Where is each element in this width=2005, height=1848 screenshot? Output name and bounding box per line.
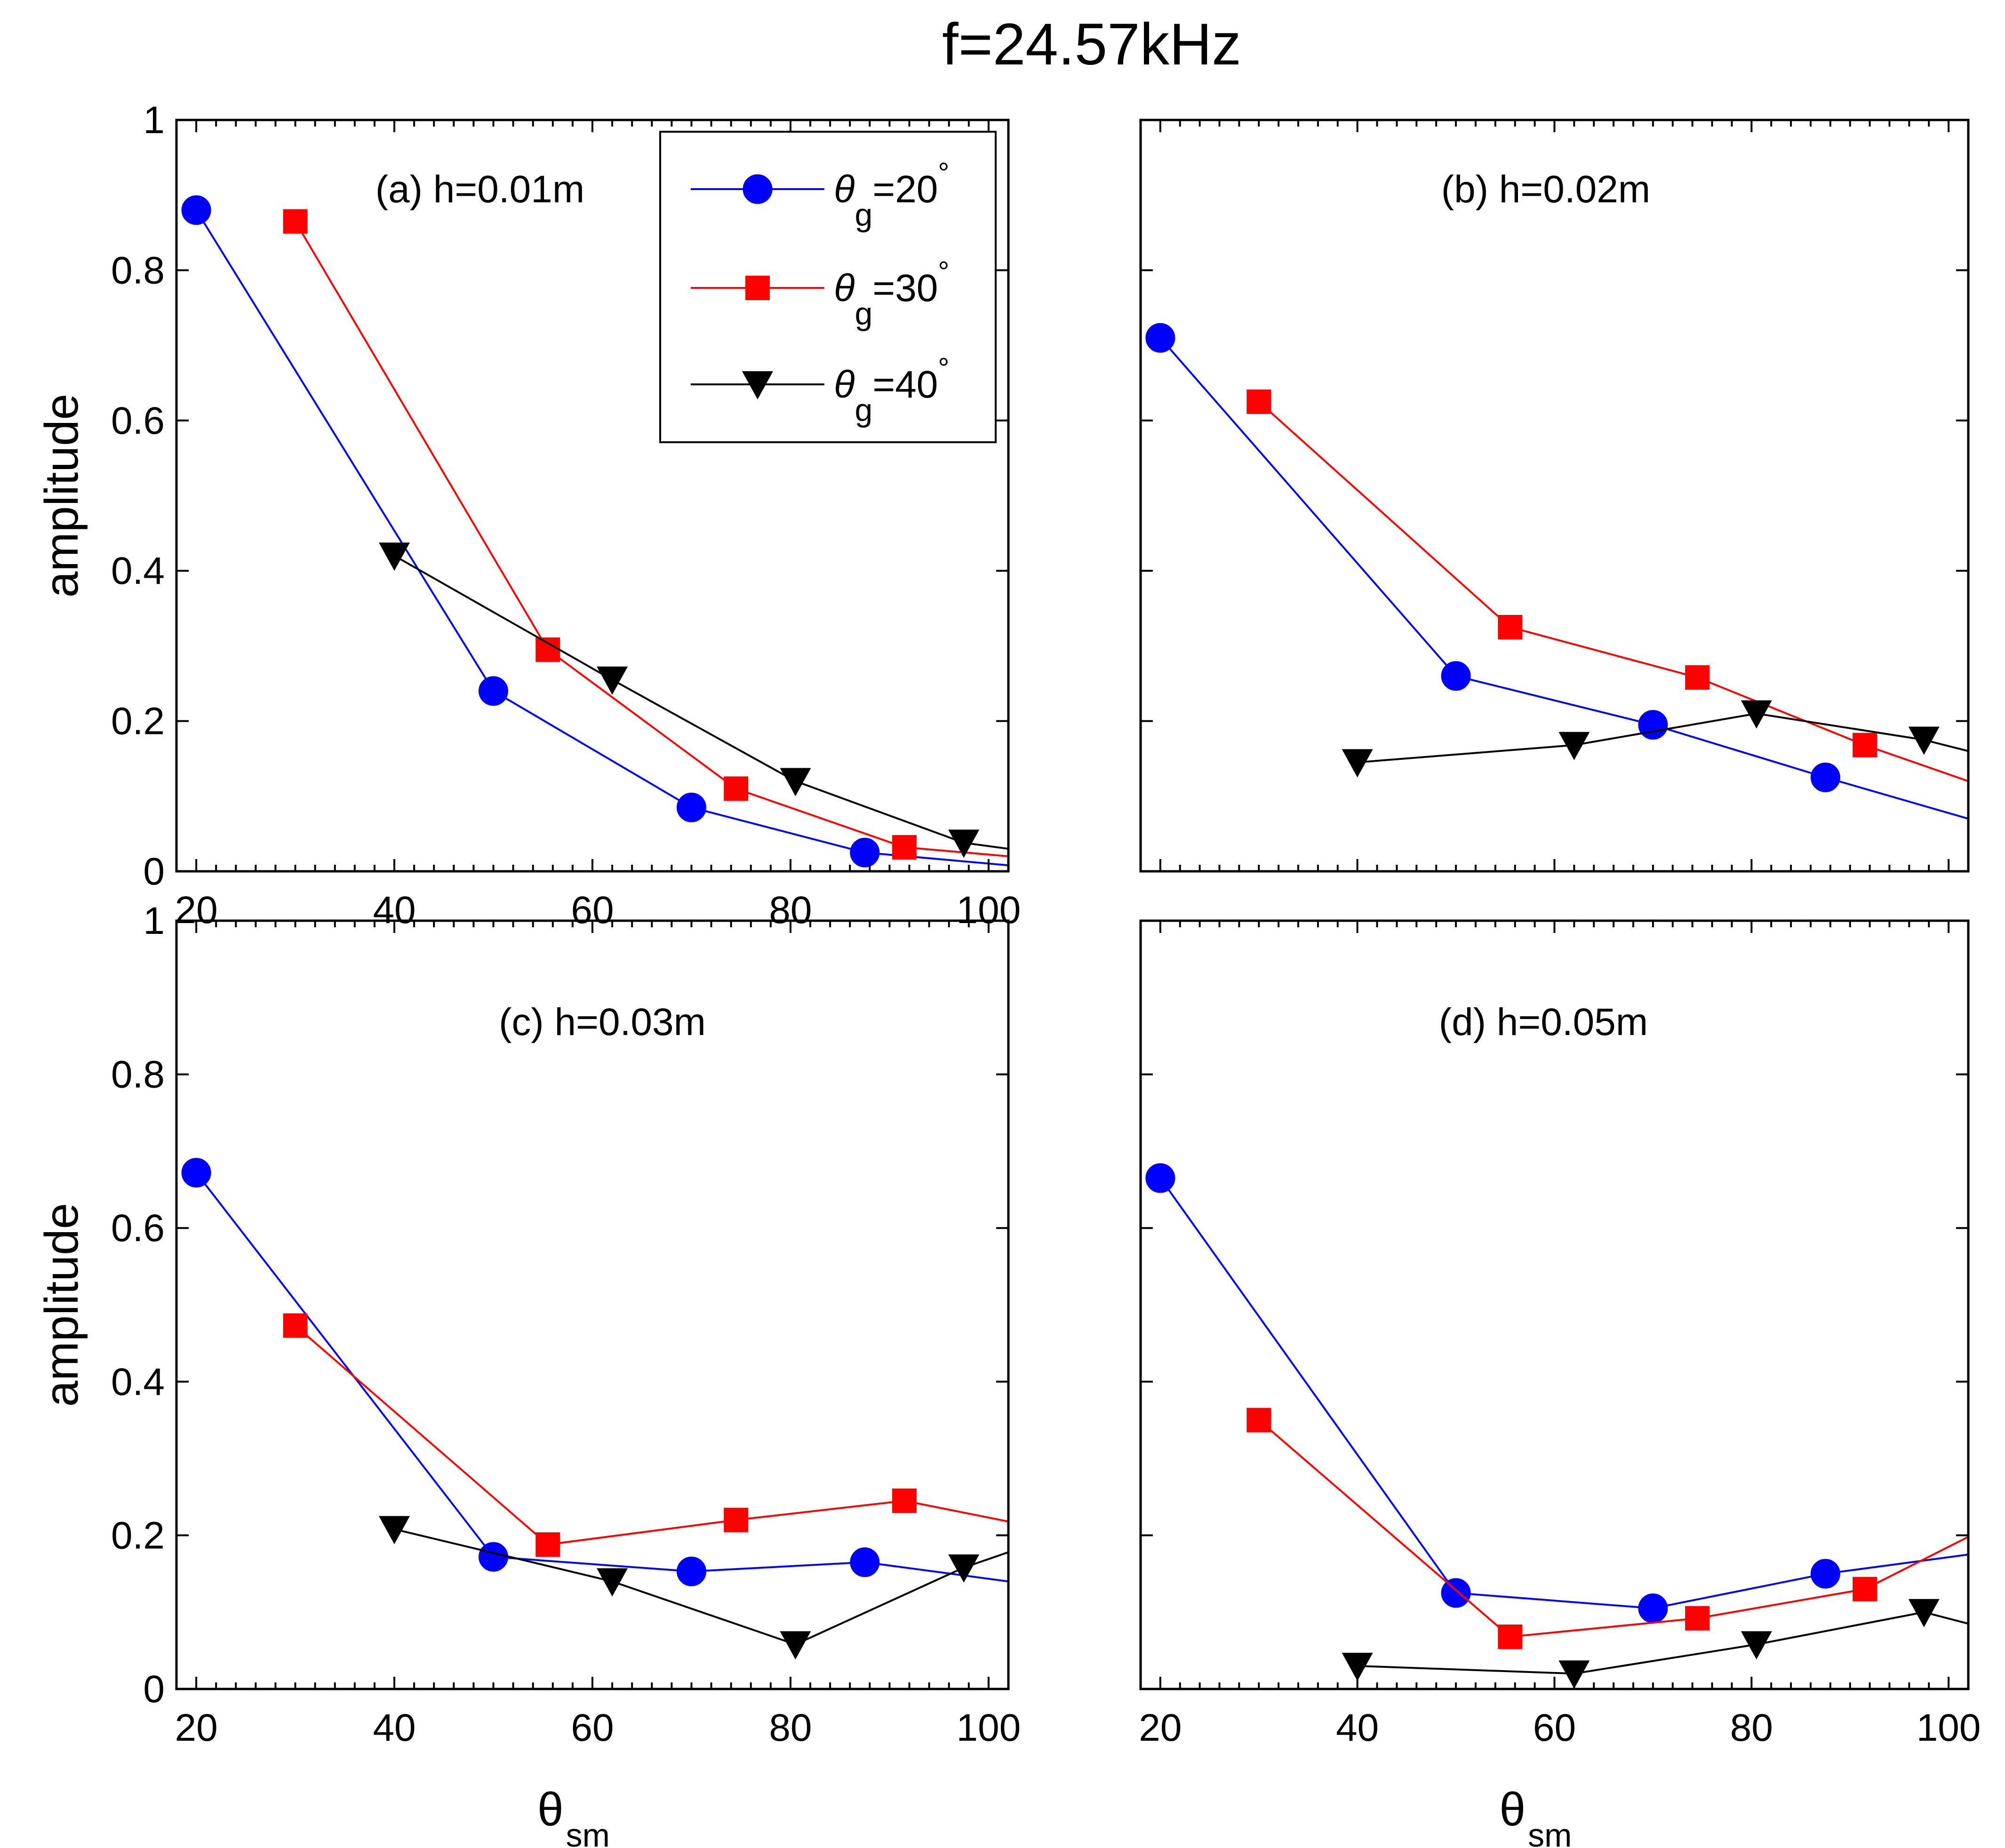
panel-title: (c) h=0.03m [499, 1001, 706, 1043]
data-point-square [1246, 389, 1271, 414]
data-point-triangle-down [1741, 1631, 1772, 1660]
y-tick-label: 0.8 [111, 249, 165, 292]
y-tick-label: 0.2 [111, 1514, 165, 1557]
y-tick-label: 0.6 [111, 1207, 165, 1250]
plot-area [181, 1158, 1008, 1660]
data-point-square [724, 1507, 749, 1532]
y-tick-label: 0.4 [111, 1361, 165, 1403]
data-point-triangle-down [780, 1631, 811, 1660]
data-point-triangle-down [780, 768, 811, 797]
x-tick-label: 100 [956, 1706, 1021, 1749]
data-point-triangle-down [379, 542, 410, 571]
data-point-triangle-down [1342, 749, 1373, 778]
data-point-circle [676, 1556, 706, 1586]
data-point-square [724, 776, 749, 801]
x-tick-label: 40 [1336, 1706, 1379, 1749]
y-tick-label: 0.2 [111, 700, 165, 743]
y-tick-label: 1 [143, 900, 165, 942]
data-point-triangle-down [1342, 1653, 1373, 1681]
data-point-circle [1638, 710, 1668, 740]
legend-marker-circle [743, 174, 773, 204]
y-tick-label: 0 [143, 1668, 165, 1711]
legend-label: θg=20° [834, 157, 949, 233]
data-point-triangle-down [1558, 732, 1590, 760]
y-axis-label: amplitude [35, 394, 88, 598]
legend-label: θg=30° [834, 256, 949, 332]
data-point-square [1685, 1606, 1710, 1631]
panel-title: (a) h=0.01m [375, 168, 584, 211]
data-point-triangle-down [379, 1516, 410, 1545]
plot-area [1145, 323, 1968, 820]
data-point-triangle-down [948, 1554, 980, 1583]
data-point-square [283, 1313, 308, 1338]
data-point-square [535, 637, 560, 662]
data-point-circle [479, 676, 509, 706]
y-tick-label: 0.8 [111, 1053, 165, 1096]
y-tick-label: 0.4 [111, 550, 165, 592]
data-point-triangle-down [1741, 700, 1772, 729]
data-point-square [1498, 1624, 1523, 1649]
panel-title: (d) h=0.05m [1439, 1001, 1648, 1043]
data-point-triangle-down [1908, 1599, 1940, 1627]
legend-label: θg=40° [834, 352, 949, 428]
panel-c: 20 40 60 80 100 0 0.2 0.4 0.6 0.8 1 (c) h=0.03m ampl… [35, 900, 1021, 1848]
data-point-square [1498, 614, 1523, 639]
data-point-square [1853, 1577, 1877, 1601]
data-point-circle [1810, 1559, 1840, 1589]
legend-marker-triangle-down [742, 371, 773, 399]
x-tick-label: 100 [1917, 1706, 1981, 1749]
data-point-circle [1145, 1163, 1175, 1193]
y-tick-label: 0 [143, 850, 165, 893]
data-point-square [1246, 1408, 1271, 1433]
data-point-square [892, 1488, 917, 1513]
data-point-circle [181, 195, 211, 225]
y-tick-label: 0.6 [111, 399, 165, 442]
data-point-triangle-down [597, 1568, 628, 1597]
data-point-triangle-down [948, 829, 980, 858]
y-tick-label: 1 [143, 99, 165, 142]
plot-area [181, 195, 1008, 868]
data-point-circle [850, 1547, 880, 1577]
data-point-square [892, 835, 917, 860]
data-point-circle [1441, 1578, 1471, 1608]
x-tick-label: 80 [1730, 1706, 1773, 1749]
data-point-circle [1145, 323, 1175, 353]
x-tick-label: 80 [769, 1706, 812, 1749]
data-point-square [1685, 665, 1710, 690]
data-point-square [1853, 733, 1877, 757]
x-tick-label: 40 [373, 1706, 415, 1749]
x-axis-label: θsm [537, 1783, 610, 1848]
data-point-circle [1638, 1593, 1668, 1624]
panel-d: 20 40 60 80 100 (d) h=0.05m θsm [1139, 919, 1981, 1848]
data-point-square [283, 209, 308, 234]
y-axis-label: amplitude [35, 1203, 88, 1407]
data-point-circle [181, 1158, 211, 1188]
figure-title: f=24.57kHz [942, 12, 1241, 77]
legend-marker-square [745, 276, 770, 300]
x-tick-label: 20 [175, 1706, 217, 1749]
legend: θg=20° θg=30° θg=40° [659, 131, 997, 443]
data-point-square [535, 1532, 560, 1557]
panel-b: (b) h=0.02m [1139, 119, 1970, 873]
plot-area [1145, 1163, 1968, 1689]
data-point-triangle-down [1558, 1660, 1590, 1689]
data-point-triangle-down [1908, 726, 1940, 755]
data-point-circle [479, 1542, 509, 1572]
data-point-circle [850, 837, 880, 868]
data-point-circle [676, 792, 706, 822]
x-axis-label: θsm [1500, 1783, 1572, 1848]
x-tick-label: 60 [1533, 1706, 1576, 1749]
data-point-circle [1441, 661, 1471, 691]
data-point-triangle-down [597, 666, 628, 695]
panel-title: (b) h=0.02m [1441, 168, 1650, 211]
x-tick-label: 20 [1139, 1706, 1182, 1749]
x-tick-label: 60 [571, 1706, 614, 1749]
data-point-circle [1810, 762, 1840, 792]
